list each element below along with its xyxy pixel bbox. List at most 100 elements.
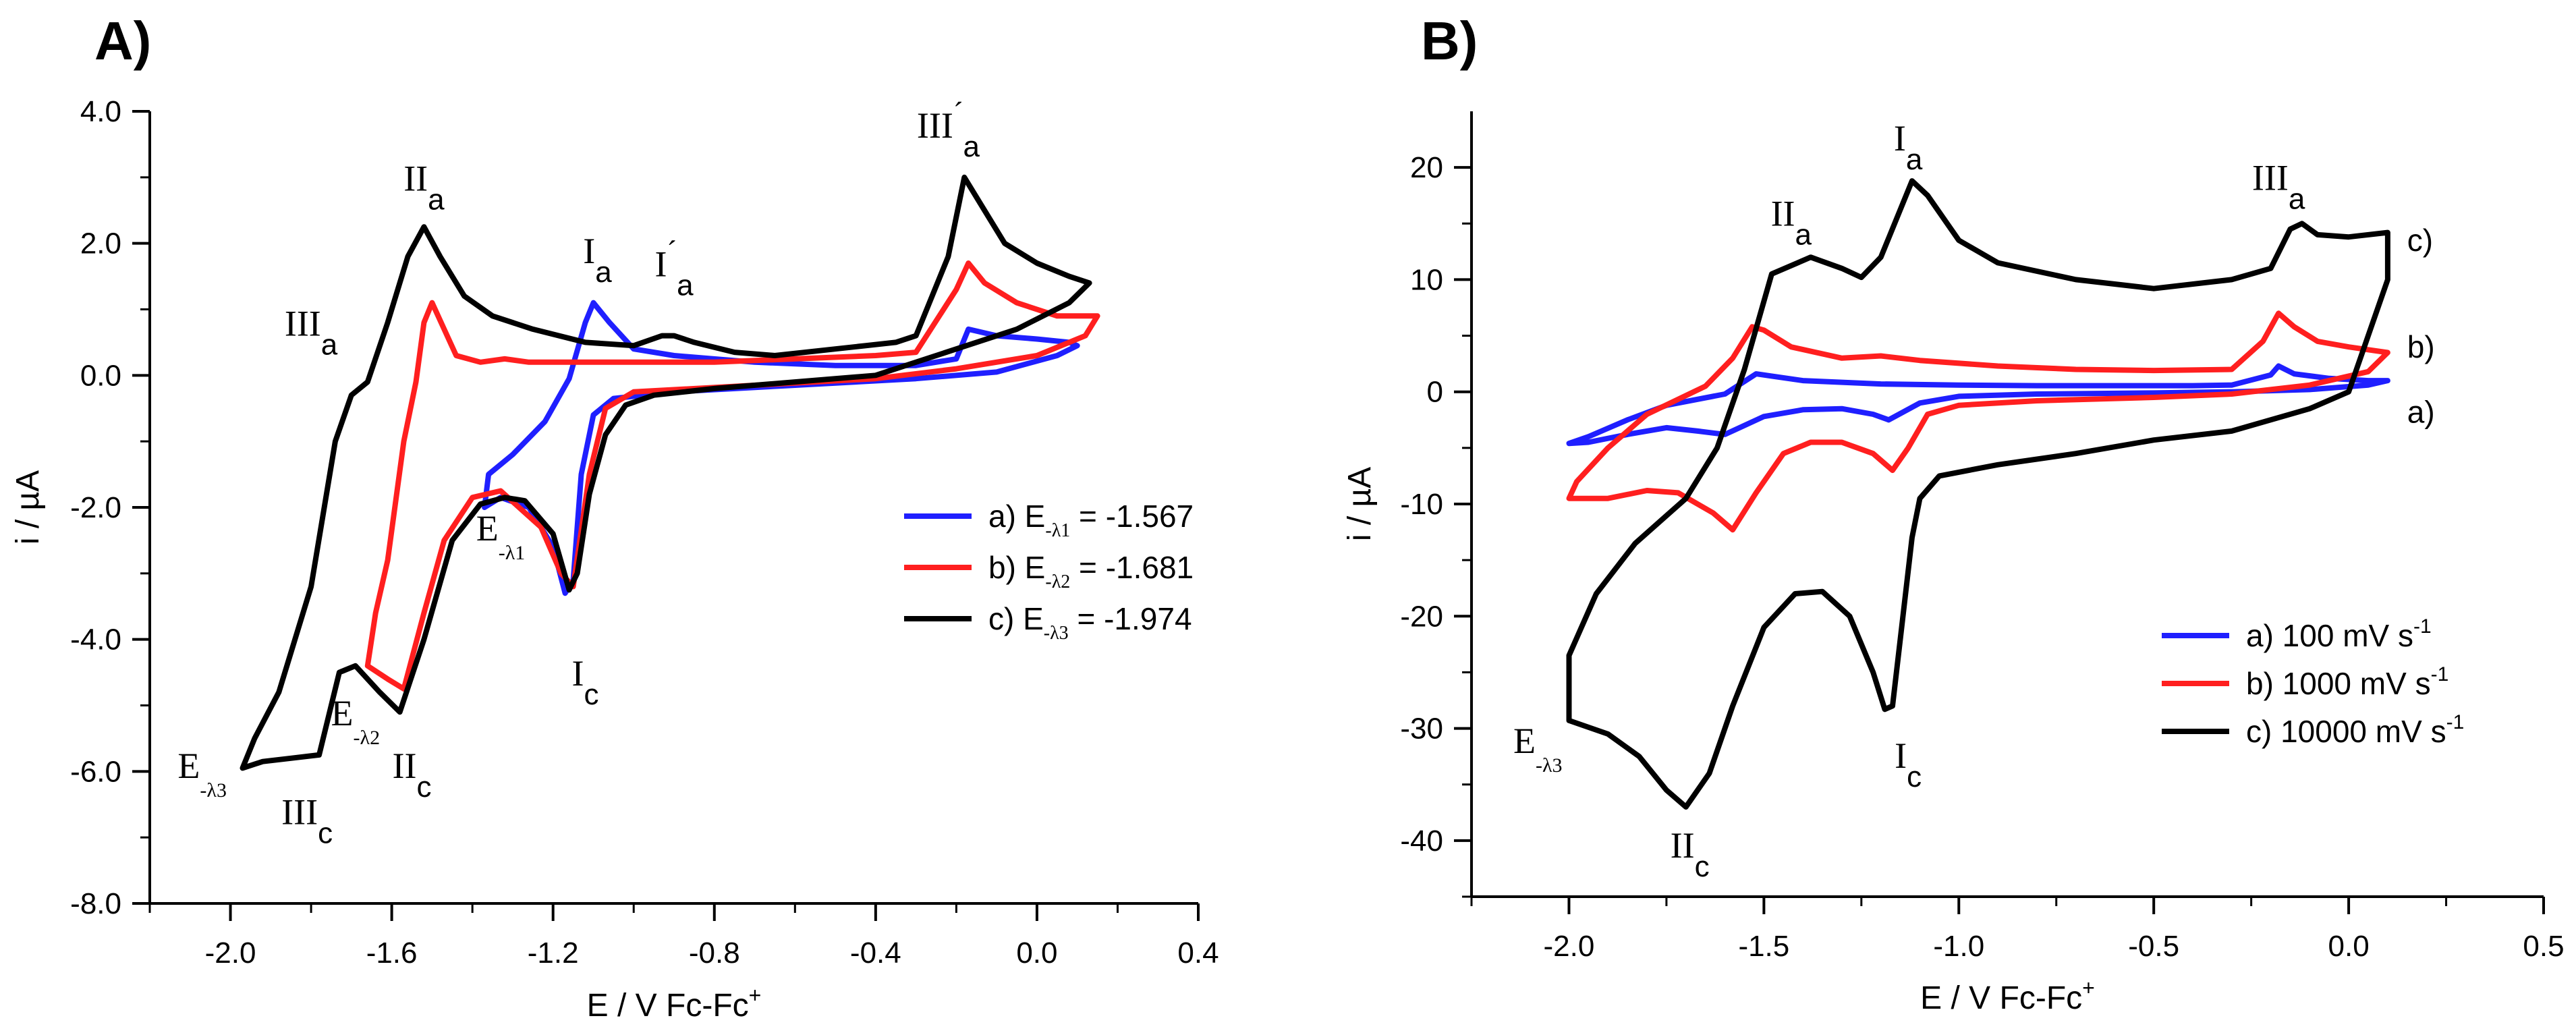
legend-entry: b) E-λ2 = -1.681 [988,550,1194,592]
peak-label-main: E [1513,721,1536,761]
peak-label-main: II [393,746,417,786]
peak-label: Ic [572,653,599,711]
panel-a: A) -2.0 -1.6 -1.2 -0.8 -0.4 0.0 0.4 4.0 2.0 0.0 -2.… [10,11,1219,1024]
y-axis-title: i / µA [10,470,46,544]
peak-label-prime: ´ [667,235,677,269]
y-axis-title: i / µA [1342,467,1378,541]
peak-label-sub: a [1906,143,1923,176]
legend-entry-text: c) 10000 mV s [2246,714,2446,749]
series-line-b [364,260,1100,692]
y-tick-label: -6.0 [70,755,121,788]
x-tick-label: 0.0 [1016,936,1057,970]
x-tick-label: -1.5 [1738,930,1789,963]
peak-label-main: I [1894,118,1906,159]
legend-entry-value: = -1.974 [1069,601,1192,636]
peak-label-main: I [583,231,595,271]
peak-label-sub: a [677,269,694,302]
panel-label: A) [94,11,151,71]
peak-label-sub: a [595,256,612,289]
peak-label: E-λ2 [331,693,381,749]
legend-entry: c) 10000 mV s-1 [2246,711,2464,749]
y-tick-label: 0.0 [80,359,121,392]
x-tick-label: -1.0 [1933,930,1984,963]
legend: a) 100 mV s-1b) 1000 mV s-1c) 10000 mV s… [2162,615,2464,749]
peak-label-main: I [572,653,584,694]
x-tick-label: -2.0 [205,936,256,970]
legend-entry: a) E-λ1 = -1.567 [988,499,1194,541]
peak-label: IIa [1771,194,1812,252]
y-tick-label: 10 [1410,263,1443,296]
curve-label: a) [2407,395,2435,430]
x-tick-label: -1.6 [366,936,418,970]
y-tick-label: -20 [1400,600,1443,633]
peak-label-sub: a [428,183,445,216]
y-tick-label: -40 [1400,824,1443,858]
peak-label: IIc [1671,825,1710,883]
peak-label-main: III [917,105,953,146]
peak-label: IIc [393,746,432,804]
peak-label: IIIa [2252,157,2305,215]
x-axis-title-sup: + [2082,976,2095,1000]
peak-label-main: II [1671,825,1695,866]
peak-label: Ic [1895,735,1922,793]
x-tick-label: -0.8 [689,936,740,970]
x-axis-title-text: E / V Fc-Fc [1920,980,2082,1016]
peak-label-main: III [2252,157,2289,198]
peak-label: IIa [403,158,445,216]
series-line-c [1566,178,2390,810]
x-axis-title-text: E / V Fc-Fc [587,988,749,1024]
legend-entry-sub: -λ3 [1044,623,1069,644]
legend-entry-value: = -1.567 [1070,499,1194,534]
series-line-c [240,174,1092,771]
y-tick-label: -8.0 [70,887,121,920]
peak-label-sub: c [416,771,431,804]
legend-entry-value: = -1.681 [1070,550,1194,585]
x-tick-label: -0.5 [2128,930,2179,963]
legend-entry: b) 1000 mV s-1 [2246,663,2448,701]
peak-label-main: III [281,792,318,833]
x-axis-title-sup: + [749,983,762,1007]
x-axis-title: E / V Fc-Fc+ [1920,976,2095,1016]
legend-entry-sup: -1 [2446,711,2465,733]
series-line-a [1566,363,2390,447]
peak-label-main: E [331,693,354,733]
panel-b: B) -2.0 -1.5 -1.0 -0.5 0.0 0.5 20 10 0 -10 -20 -30 -4… [1342,11,2565,1016]
peak-label-prime: ´ [953,96,963,130]
x-tick-label: -1.2 [528,936,579,970]
legend-entry: a) 100 mV s-1 [2246,615,2432,653]
y-tick-label: 4.0 [80,95,121,128]
panel-label: B) [1421,11,1478,71]
legend: a) E-λ1 = -1.567 b) E-λ2 = -1.681 c) E-λ3 … [904,499,1194,644]
peak-label-sub: a [963,130,980,163]
x-tick-label: 0.0 [2328,930,2370,963]
peak-label-sub: -λ1 [499,542,526,564]
peak-label: I´a [654,235,694,302]
peak-label-sub: a [1795,219,1812,252]
peak-label-main: E [177,746,200,786]
peak-label: E-λ3 [1513,721,1563,777]
peak-label-sub: -λ3 [1536,754,1563,777]
peak-label-sub: -λ3 [200,779,227,802]
peak-label: E-λ1 [476,508,526,564]
y-tick-label: 20 [1410,151,1443,184]
legend-entry-text: b) 1000 mV s [2246,666,2431,701]
legend-entry-text: a) 100 mV s [2246,618,2413,653]
legend-entry-text: b) E [988,550,1045,585]
peak-label-sub: a [2289,182,2305,215]
peak-label-main: I [654,244,667,285]
legend-entry-sub: -λ2 [1045,571,1070,592]
x-tick-label: 0.5 [2523,930,2564,963]
peak-label-sub: c [584,678,598,711]
legend-entry-text: c) E [988,601,1044,636]
peak-label: IIIc [281,792,333,850]
y-tick-label: -30 [1400,712,1443,746]
curve-label: b) [2407,329,2435,364]
x-axis-title: E / V Fc-Fc+ [587,983,762,1024]
y-tick-label: -4.0 [70,623,121,656]
peak-label: Ia [583,231,612,289]
legend-entry-sup: -1 [2413,615,2432,638]
legend-entry-sub: -λ1 [1045,520,1070,541]
peak-label-main: E [476,508,499,549]
legend-entry-sup: -1 [2431,663,2449,686]
